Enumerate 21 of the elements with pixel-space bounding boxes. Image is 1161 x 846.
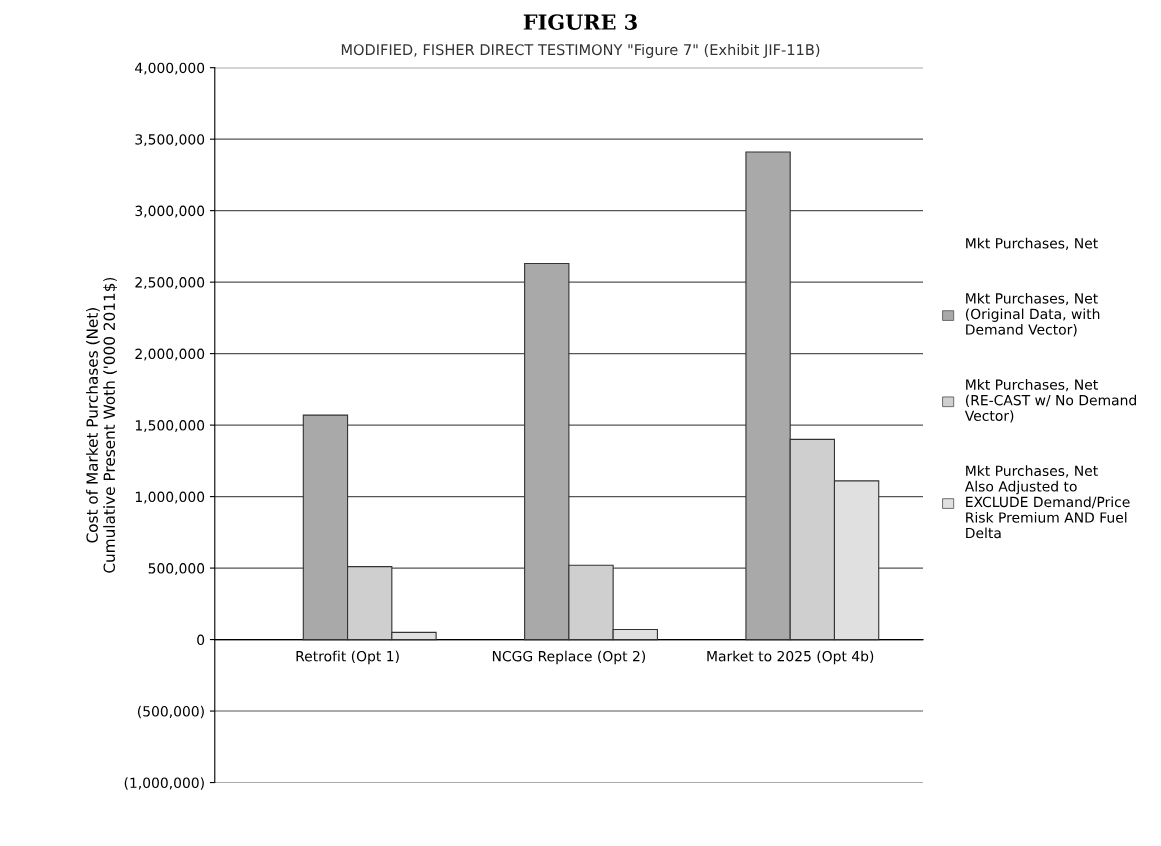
y-tick-label: (500,000) — [137, 705, 204, 719]
y-tick-label: 500,000 — [148, 563, 205, 575]
y-tick-label: 1,500,000 — [135, 420, 205, 433]
y-tick-label: 2,000,000 — [135, 348, 205, 361]
text: Mkt Purchases, Net — [966, 237, 1098, 250]
chart-title: FIGURE 3 — [523, 14, 637, 30]
y-axis-title: Cost of Market Purchases (Net) Cumulative Present Woth ('000 2011$) — [86, 277, 118, 573]
x-tick-label: Market to 2025 (Opt 4b) — [707, 650, 874, 665]
y-tick-label: 3,500,000 — [135, 134, 205, 147]
legend-label: Mkt Purchases, Net Also Adjusted to EXCLUDE Demand/Price Risk Premium AND Fuel Delta — [964, 465, 1130, 539]
y-tick-label: (1,000,000) — [124, 777, 204, 790]
legend-label: Mkt Purchases, Net (Original Data, with Demand Vector) — [965, 292, 1100, 337]
y-tick-label: 2,500,000 — [135, 277, 205, 290]
legend-label: Mkt Purchases, Net (RE-CAST w/ No Demand Vector) — [964, 379, 1136, 423]
y-tick-label: 4,000,000 — [135, 62, 205, 75]
y-tick-label: 0 — [197, 634, 205, 646]
y-tick-label: 1,000,000 — [135, 491, 205, 504]
y-tick-label: 3,000,000 — [135, 205, 205, 218]
x-tick-label: NCGG Replace (Opt 2) — [492, 650, 646, 665]
x-tick-label: Retrofit (Opt 1) — [296, 650, 399, 665]
chart-subtitle: MODIFIED, FISHER DIRECT TESTIMONY "Figure 7" (Exhibit JIF-11B) — [341, 43, 820, 59]
